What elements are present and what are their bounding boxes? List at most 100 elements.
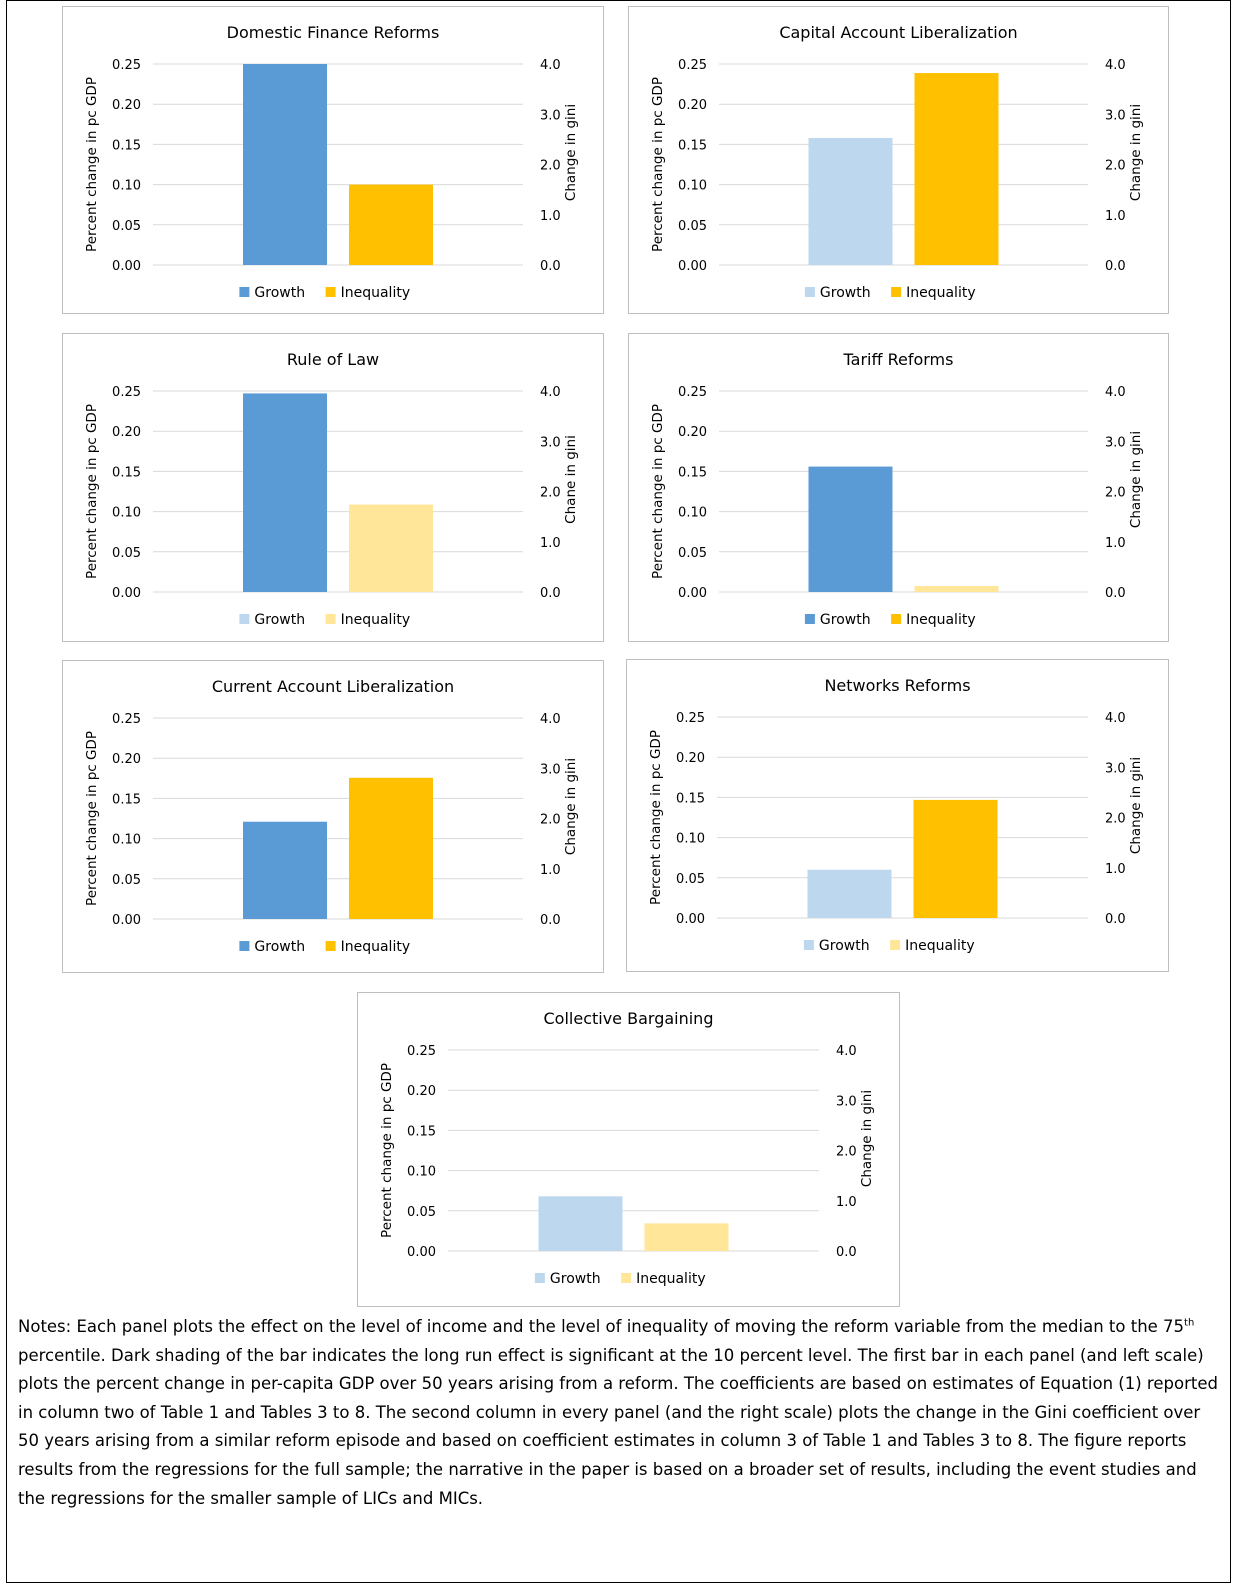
right-tick-label: 4.0 (540, 712, 561, 727)
chart-panel-tariff-reforms: Tariff Reforms 0.00 0.05 0.10 0.15 0.20 0.25 0.… (628, 333, 1169, 642)
chart-panel-current-account: Current Account Liberalization 0.00 0.05 0.… (62, 660, 604, 973)
legend-label-inequality: Inequality (341, 285, 411, 301)
left-tick-label: 0.00 (112, 259, 141, 274)
chart-svg: Collective Bargaining 0.00 0.05 0.10 0.15 0.2… (379, 1009, 875, 1287)
left-tick-label: 0.15 (407, 1124, 436, 1139)
legend-label-growth: Growth (550, 1271, 601, 1287)
left-tick-label: 0.15 (678, 465, 707, 480)
right-axis-label: Change in gini (859, 1090, 875, 1187)
legend-label-growth: Growth (819, 938, 870, 954)
figure-notes: Notes: Each panel plots the effect on th… (18, 1313, 1223, 1513)
left-tick-label: 0.25 (407, 1044, 436, 1059)
notes-text-1: Notes: Each panel plots the effect on th… (18, 1317, 1185, 1336)
right-tick-label: 2.0 (1105, 159, 1126, 174)
left-tick-label: 0.15 (112, 792, 141, 807)
legend-swatch-inequality (621, 1273, 632, 1283)
legend-label-inequality: Inequality (636, 1271, 706, 1287)
notes-superscript: th (1184, 1317, 1195, 1329)
right-tick-label: 2.0 (1105, 486, 1126, 501)
right-tick-label: 2.0 (540, 486, 561, 501)
right-tick-label: 0.0 (1105, 586, 1126, 601)
left-tick-label: 0.25 (112, 712, 141, 727)
left-tick-label: 0.20 (112, 425, 141, 440)
right-tick-label: 1.0 (1105, 209, 1126, 224)
growth-bar (243, 393, 327, 592)
legend-swatch-growth (239, 287, 250, 297)
right-tick-label: 0.0 (1105, 259, 1126, 274)
left-tick-label: 0.10 (407, 1165, 436, 1180)
right-tick-label: 0.0 (540, 259, 561, 274)
legend-label-inequality: Inequality (341, 939, 411, 955)
chart-title: Rule of Law (287, 350, 379, 369)
legend-label-inequality: Inequality (905, 938, 975, 954)
left-tick-label: 0.20 (407, 1084, 436, 1099)
left-tick-label: 0.20 (112, 98, 141, 113)
left-tick-label: 0.00 (112, 586, 141, 601)
right-tick-label: 4.0 (1105, 711, 1126, 726)
legend-label-inequality: Inequality (341, 612, 411, 628)
left-tick-label: 0.05 (678, 219, 707, 234)
left-axis-label: Percent change in pc GDP (379, 1063, 395, 1238)
right-tick-label: 4.0 (540, 385, 561, 400)
left-tick-label: 0.00 (678, 259, 707, 274)
right-tick-label: 3.0 (836, 1094, 857, 1109)
growth-bar (807, 869, 892, 918)
left-tick-label: 0.05 (678, 546, 707, 561)
inequality-bar (913, 799, 998, 918)
right-tick-label: 0.0 (836, 1245, 857, 1260)
left-tick-label: 0.00 (112, 913, 141, 928)
legend-label-growth: Growth (254, 939, 305, 955)
notes-text-2: percentile. Dark shading of the bar indi… (18, 1345, 1218, 1508)
left-tick-label: 0.20 (676, 751, 705, 766)
left-axis-label: Percent change in pc GDP (650, 77, 666, 252)
right-tick-label: 1.0 (1105, 536, 1126, 551)
left-tick-label: 0.10 (678, 179, 707, 194)
left-tick-label: 0.05 (112, 873, 141, 888)
chart-svg: Current Account Liberalization 0.00 0.05 0.… (84, 677, 579, 955)
left-tick-label: 0.10 (676, 832, 705, 847)
left-axis-label: Percent change in pc GDP (84, 731, 100, 906)
legend-label-growth: Growth (254, 285, 305, 301)
left-tick-label: 0.05 (676, 872, 705, 887)
right-tick-label: 0.0 (540, 913, 561, 928)
right-tick-label: 2.0 (540, 159, 561, 174)
chart-title: Networks Reforms (824, 676, 970, 695)
figure-frame (6, 0, 1231, 1583)
left-tick-label: 0.15 (112, 465, 141, 480)
right-axis-label: Change in gini (1128, 757, 1144, 854)
growth-bar (243, 64, 327, 265)
right-tick-label: 2.0 (1105, 812, 1126, 827)
legend-swatch-growth (239, 614, 250, 624)
legend-swatch-growth (804, 614, 815, 624)
left-tick-label: 0.10 (678, 506, 707, 521)
left-tick-label: 0.25 (678, 58, 707, 73)
chart-panel-domestic-finance: Domestic Finance Reforms 0.00 0.05 0.10 0.15… (62, 6, 604, 314)
inequality-bar (914, 585, 999, 592)
left-axis-label: Percent change in pc GDP (84, 77, 100, 252)
left-tick-label: 0.10 (112, 506, 141, 521)
chart-title: Current Account Liberalization (212, 677, 454, 696)
left-tick-label: 0.00 (407, 1245, 436, 1260)
chart-title: Domestic Finance Reforms (227, 23, 440, 42)
left-tick-label: 0.05 (112, 546, 141, 561)
right-tick-label: 1.0 (540, 536, 561, 551)
inequality-bar (644, 1223, 729, 1251)
legend-swatch-growth (534, 1273, 545, 1283)
left-tick-label: 0.10 (112, 833, 141, 848)
right-tick-label: 2.0 (836, 1145, 857, 1160)
right-axis-label: Change in gini (563, 758, 579, 855)
frame-top-border (6, 0, 1231, 1)
right-tick-label: 3.0 (540, 108, 561, 123)
inequality-bar (349, 504, 433, 592)
right-tick-label: 3.0 (540, 435, 561, 450)
right-tick-label: 4.0 (1105, 58, 1126, 73)
left-tick-label: 0.20 (678, 98, 707, 113)
legend-swatch-growth (803, 940, 814, 950)
chart-svg: Tariff Reforms 0.00 0.05 0.10 0.15 0.20 0.25 0.… (650, 350, 1144, 628)
right-tick-label: 4.0 (836, 1044, 857, 1059)
chart-panel-capital-account: Capital Account Liberalization 0.00 0.05 0.… (628, 6, 1169, 314)
left-tick-label: 0.15 (676, 791, 705, 806)
right-axis-label: Change in gini (563, 104, 579, 201)
legend-swatch-inequality (891, 287, 902, 297)
left-tick-label: 0.05 (407, 1205, 436, 1220)
